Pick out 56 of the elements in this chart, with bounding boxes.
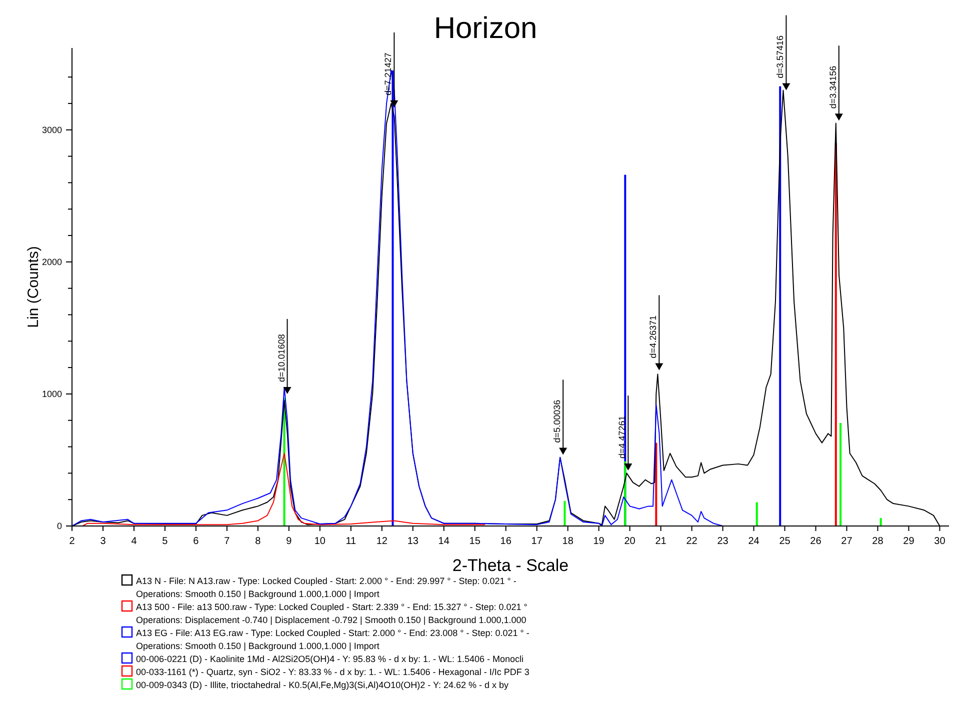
- x-tick-label: 15: [469, 536, 481, 547]
- y-tick-label: 0: [56, 521, 62, 531]
- x-tick-label: 19: [593, 536, 605, 547]
- annotation: d=3.57416: [775, 35, 786, 78]
- x-tick-label: 7: [224, 536, 230, 547]
- x-tick-label: 22: [686, 536, 698, 547]
- annotation: d=4.47261: [617, 416, 628, 459]
- annotation: d=4.26371: [648, 315, 658, 358]
- x-tick-label: 12: [376, 536, 388, 547]
- bar: [564, 500, 566, 526]
- x-tick-label: 8: [255, 536, 262, 547]
- x-tick-label: 5: [162, 536, 168, 547]
- x-tick-label: 29: [903, 536, 915, 547]
- x-tick-label: 21: [655, 536, 667, 547]
- y-tick-label: 3000: [42, 124, 62, 135]
- x-tick-label: 14: [438, 536, 450, 547]
- bar: [834, 143, 837, 526]
- y-tick-label: 1000: [42, 388, 62, 399]
- legend-label: A13 500 - File: a13 500.raw - Type: Locked Coupled - Start: 2.339 ° - End: 15.327 ° - Step: 0.021 ° Operations: Displacement -0.740 | Displacement -0.792 | Smooth 0.150 | Background 1.000,1.000: [136, 602, 528, 625]
- x-tick-label: 24: [748, 536, 760, 547]
- x-tick-label: 17: [531, 536, 543, 547]
- x-tick-label: 28: [872, 536, 884, 547]
- x-tick-label: 10: [314, 536, 326, 547]
- bar: [756, 502, 758, 526]
- annotation: d=7.21427: [383, 52, 394, 96]
- legend-label: A13 N - File: N A13.raw - Type: Locked Coupled - Start: 2.000 ° - End: 29.997 ° - Step: 0.021 ° - Operations: Smooth 0.150 | Background 1.000,1.000 | Import: [136, 576, 516, 599]
- x-tick-label: 26: [810, 536, 822, 547]
- bar: [779, 86, 782, 526]
- x-tick-label: 13: [407, 536, 419, 547]
- chart-title: Horizon: [434, 12, 538, 45]
- x-tick-label: 20: [624, 536, 636, 547]
- y-tick-label: 2000: [42, 256, 62, 267]
- x-tick-label: 11: [346, 536, 357, 547]
- bar: [840, 423, 842, 526]
- x-axis-title: 2-Theta - Scale: [452, 556, 569, 575]
- bar: [880, 518, 882, 526]
- line-series: [82, 452, 486, 526]
- x-tick-label: 27: [841, 536, 853, 547]
- x-tick-label: 30: [934, 536, 946, 547]
- annotation: d=10.01608: [276, 334, 286, 382]
- legend-label: A13 EG - File: A13 EG.raw - Type: Locked Coupled - Start: 2.000 ° - End: 23.008 ° - Step: 0.021 ° - Operations: Smooth 0.150 | Background 1.000,1.000 | Import: [136, 628, 530, 651]
- legend-label: 00-033-1161 (*) - Quartz, syn - SiO2 - Y: 83.33 % - d x by: 1. - WL: 1.5406 - Hexagonal - I/Ic PDF 3: [136, 667, 530, 677]
- x-tick-label: 9: [286, 536, 292, 547]
- legend-label: 00-006-0221 (D) - Kaolinite 1Md - Al2Si2O5(OH)4 - Y: 95.83 % - d x by: 1. - WL: 1.5406 - Monocli: [136, 654, 524, 664]
- x-tick-label: 2: [69, 536, 76, 547]
- x-tick-label: 3: [100, 536, 106, 547]
- x-tick-label: 18: [562, 536, 574, 547]
- x-tick-label: 25: [779, 536, 791, 547]
- annotation: d=3.34156: [828, 66, 838, 109]
- x-tick-label: 16: [500, 536, 512, 547]
- x-tick-label: 4: [131, 536, 138, 547]
- x-tick-label: 6: [193, 536, 200, 547]
- y-axis-title: Lin (Counts): [25, 246, 42, 328]
- x-tick-label: 23: [717, 536, 729, 547]
- annotation: d=5.00036: [552, 400, 562, 443]
- legend-label: 00-009-0343 (D) - Illite, trioctahedral - K0.5(Al,Fe,Mg)3(Si,Al)4O10(OH)2 - Y: 24.62 % - d x by: [136, 680, 509, 690]
